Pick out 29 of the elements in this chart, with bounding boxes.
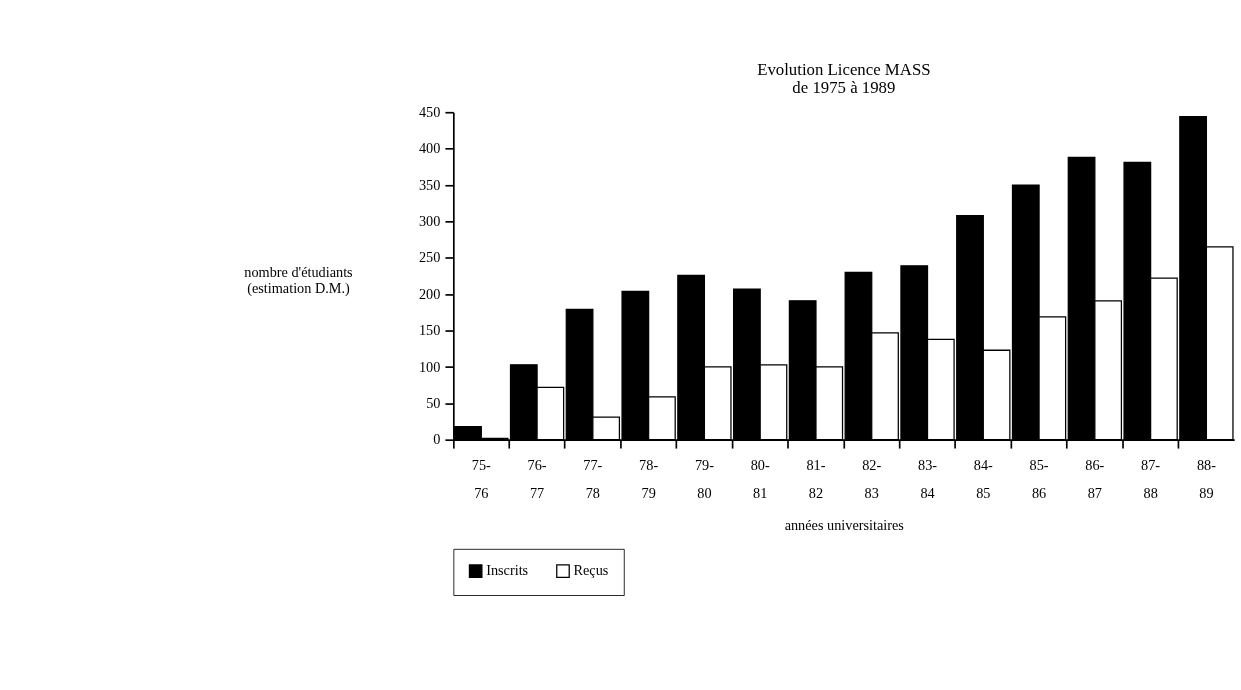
y-tick-label: 350	[418, 176, 441, 193]
x-tick-label: 83-84	[918, 456, 938, 502]
legend-label: Reçus	[573, 562, 609, 579]
x-tick-label: 85-86	[1029, 456, 1049, 502]
x-tick-label: 84-85	[973, 456, 994, 502]
x-tick-label: 76-77	[527, 456, 547, 502]
x-tick-label: 82-83	[862, 456, 882, 502]
x-tick-label: 77-78	[583, 456, 603, 502]
y-axis-title: nombre d'étudiants (estimation D.M.)	[244, 264, 354, 298]
y-tick-label: 0	[433, 431, 441, 448]
x-tick-label: 79-80	[694, 456, 715, 502]
x-axis-title: années universitaires	[784, 517, 905, 534]
x-tick-label: 80-81	[750, 456, 770, 502]
x-tick-label: 78-79	[639, 456, 659, 502]
y-tick-label: 50	[426, 394, 441, 411]
y-tick-label: 150	[418, 322, 441, 339]
x-tick-label: 75-76	[471, 456, 492, 502]
y-tick-label: 100	[418, 358, 441, 375]
x-tick-label: 87-88	[1141, 456, 1161, 502]
x-tick-label: 81-82	[806, 456, 826, 502]
y-tick-label: 450	[418, 103, 441, 120]
y-tick-label: 300	[418, 213, 441, 230]
chart-title: Evolution Licence MASS de 1975 à 1989	[757, 59, 931, 97]
legend-label: Inscrits	[486, 562, 529, 579]
y-tick-label: 400	[418, 140, 441, 157]
x-tick-label: 88-89	[1196, 456, 1217, 502]
x-tick-label: 86-87	[1085, 456, 1105, 502]
y-tick-label: 250	[418, 249, 441, 266]
y-tick-label: 200	[418, 285, 441, 302]
